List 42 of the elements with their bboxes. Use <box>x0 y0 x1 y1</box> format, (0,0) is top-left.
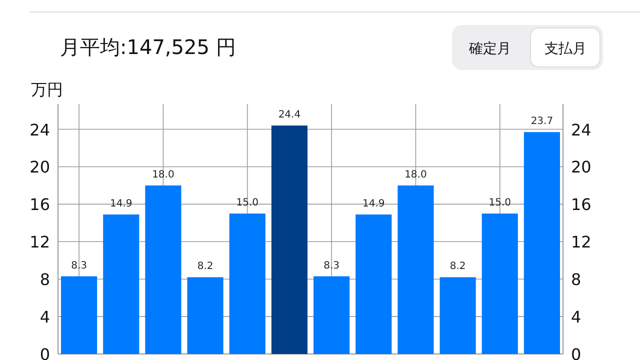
data-label: 8.2 <box>197 261 214 272</box>
y2-tick-label: 16 <box>571 195 592 214</box>
data-label: 24.4 <box>278 110 301 121</box>
bar <box>482 214 518 354</box>
bar <box>229 214 266 354</box>
data-label: 15.0 <box>236 198 259 209</box>
y-tick-label: 16 <box>30 195 50 214</box>
data-label: 8.3 <box>324 260 340 272</box>
y2-tick-label: 8 <box>571 270 582 290</box>
bar <box>145 185 182 354</box>
data-label: 8.3 <box>71 260 87 272</box>
y-tick-label: 12 <box>30 232 50 252</box>
data-label: 8.2 <box>450 261 466 272</box>
y-tick-label: 0 <box>40 345 50 360</box>
bar <box>440 277 476 354</box>
data-label: 14.9 <box>362 198 385 210</box>
y2-tick-label: 4 <box>571 308 582 327</box>
bar <box>356 214 392 354</box>
text: 支払月 <box>544 41 586 57</box>
text: 確定月 <box>468 41 511 57</box>
bar <box>524 132 560 354</box>
bar <box>398 185 434 354</box>
bar <box>187 277 224 354</box>
data-label: 18.0 <box>152 169 174 180</box>
y2-tick-label: 0 <box>571 345 582 360</box>
y2-tick-label: 12 <box>571 232 592 252</box>
data-label: 18.0 <box>404 169 427 180</box>
y-tick-label: 20 <box>30 158 50 177</box>
data-label: 14.9 <box>110 198 132 210</box>
y-axis-title: 万円 <box>31 80 63 99</box>
chart-title: 月平均:147,525 円 <box>60 35 236 59</box>
y2-tick-label: 20 <box>571 158 592 177</box>
data-label: 15.0 <box>488 198 512 209</box>
bar <box>271 126 308 354</box>
bar <box>103 214 140 354</box>
y-tick-label: 24 <box>30 120 50 140</box>
y-tick-label: 4 <box>40 308 50 327</box>
y2-tick-label: 24 <box>571 120 592 140</box>
y-tick-label: 8 <box>40 270 50 290</box>
data-label: 23.7 <box>530 116 554 128</box>
bar <box>314 276 350 354</box>
bar <box>61 276 98 354</box>
